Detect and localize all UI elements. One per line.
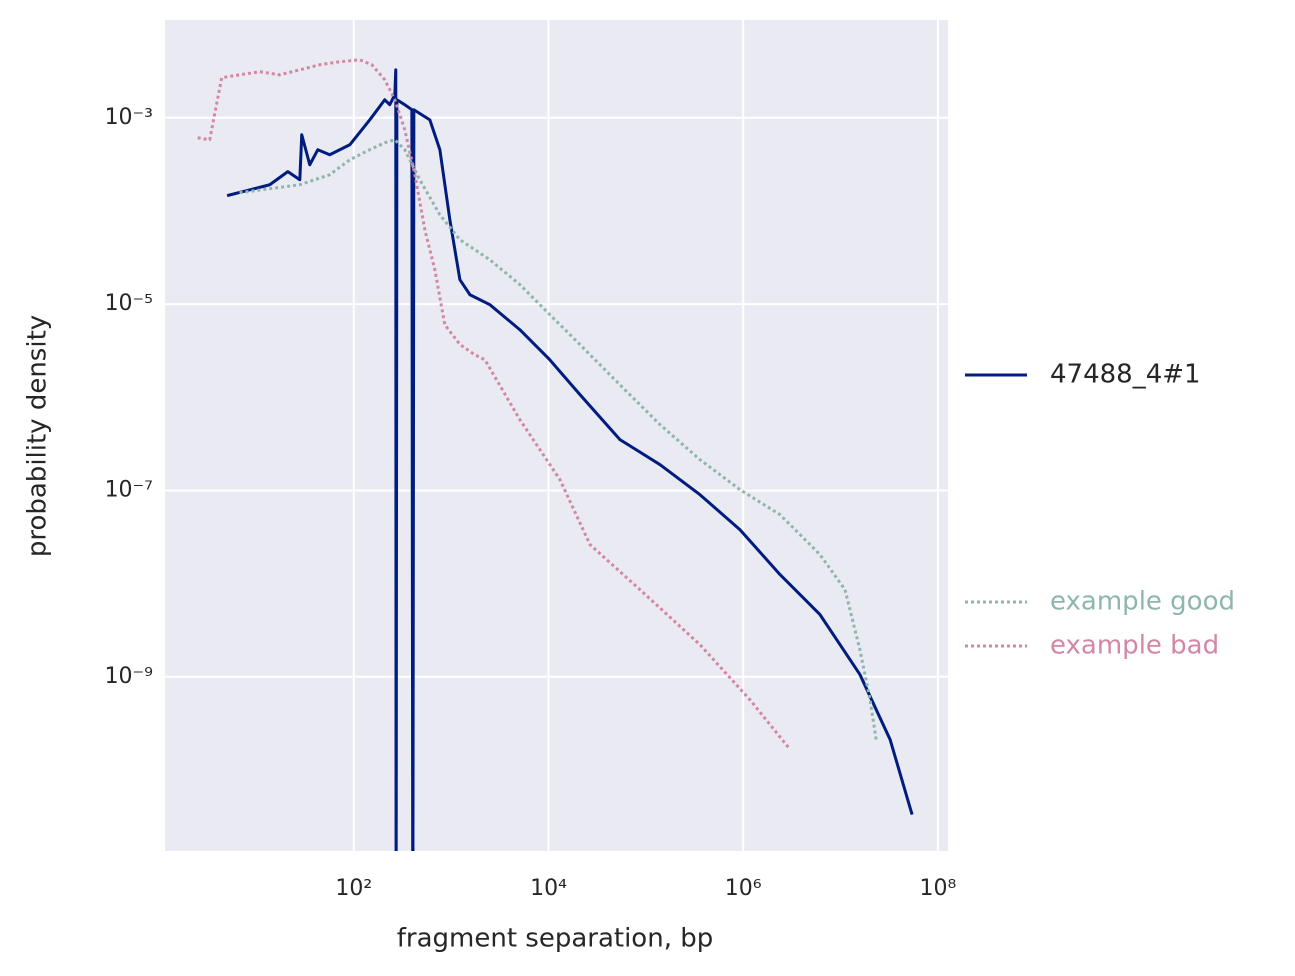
x-tick-label: 10² — [335, 876, 372, 901]
series-line — [197, 58, 792, 751]
x-tick-label: 10⁶ — [725, 876, 762, 901]
legend-label: example bad — [1050, 631, 1219, 661]
x-tick-label: 10⁸ — [919, 876, 956, 901]
legend-label: 47488_4#1 — [1050, 360, 1201, 390]
x-tick-label: 10⁴ — [530, 876, 567, 901]
y-axis-label: probability density — [23, 315, 53, 557]
legend-label: example good — [1050, 587, 1235, 617]
y-tick-label: 10⁻⁷ — [105, 477, 153, 502]
y-tick-label: 10⁻³ — [105, 105, 153, 130]
x-axis-label: fragment separation, bp — [397, 924, 713, 954]
plot-area — [165, 20, 948, 851]
plot-lines — [197, 58, 914, 851]
y-tick-label: 10⁻⁹ — [105, 664, 153, 689]
y-tick-label: 10⁻⁵ — [105, 291, 153, 316]
series-line — [226, 68, 914, 851]
series-line — [239, 138, 878, 740]
